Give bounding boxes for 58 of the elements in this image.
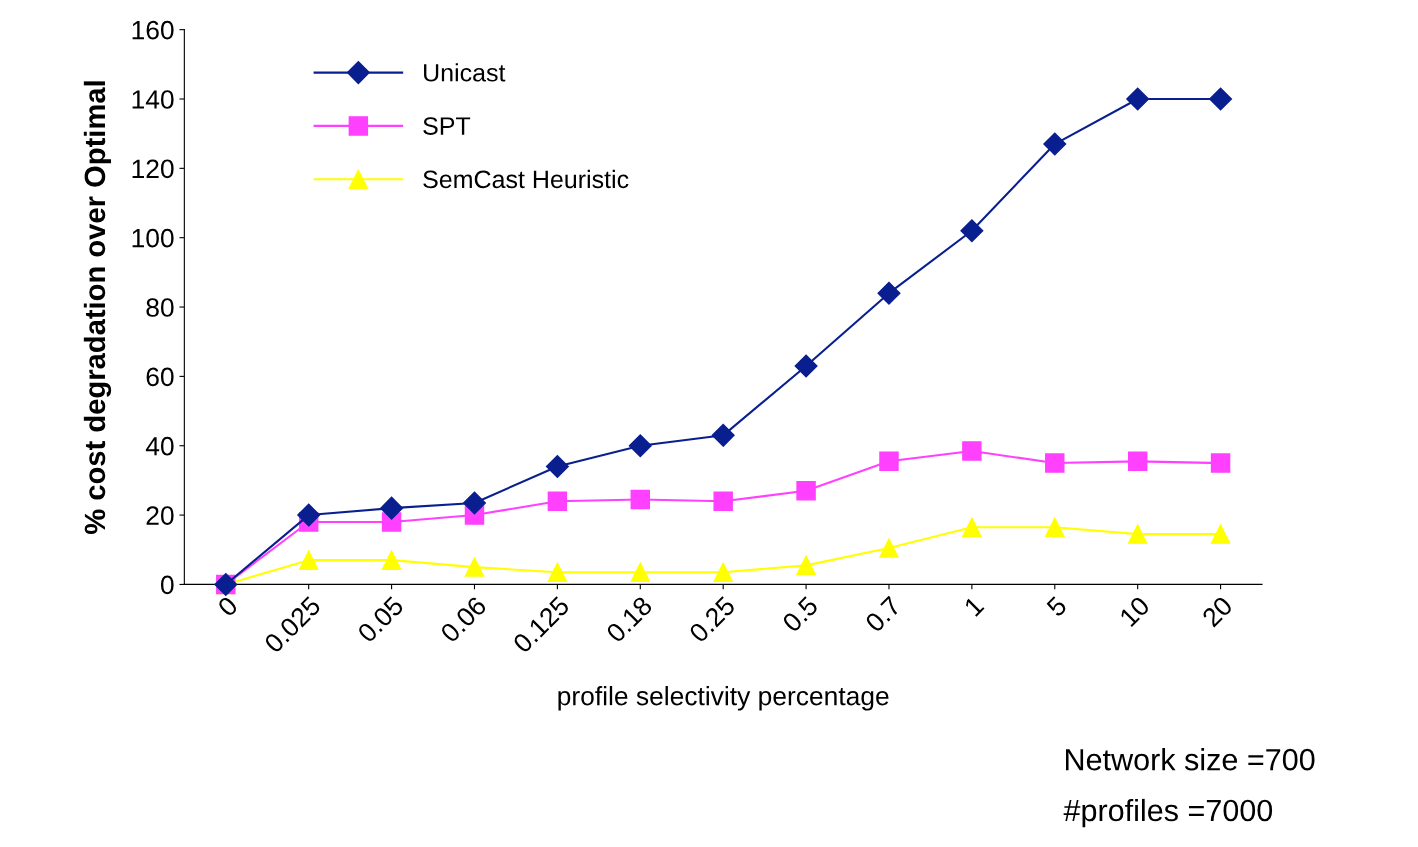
legend-label: SPT — [423, 117, 471, 135]
y-tick-label: 120 — [132, 159, 174, 179]
point — [796, 481, 816, 501]
point — [381, 550, 402, 570]
text: Network size =700 — [1066, 748, 1315, 771]
y-tick-label: 60 — [146, 367, 174, 387]
x-tick-label: 10 — [1118, 595, 1151, 628]
x-tick-label: 20 — [1201, 595, 1234, 628]
x-tick-label: 0.7 — [864, 595, 902, 634]
point — [462, 491, 486, 515]
point — [464, 557, 485, 577]
y-tick-label: 160 — [132, 20, 174, 40]
point — [1210, 524, 1231, 544]
point — [1210, 453, 1231, 473]
point — [711, 423, 735, 447]
text: #profiles =7000 — [1063, 798, 1273, 828]
point — [962, 517, 982, 537]
point — [960, 219, 984, 243]
y-tick-label: 140 — [132, 90, 174, 109]
y-tick-label: 20 — [146, 506, 174, 525]
y-tick-label: 100 — [132, 228, 174, 248]
y-tick-label: 0 — [160, 575, 174, 595]
legend-label: SemCast Heuristic — [423, 169, 629, 189]
point — [1045, 453, 1065, 473]
point — [545, 455, 569, 479]
point — [794, 354, 818, 378]
x-tick-label: 0.18 — [605, 595, 654, 644]
x-tick-label: 0 — [216, 595, 239, 618]
point — [298, 550, 319, 570]
point — [1209, 87, 1233, 111]
legend-label: Unicast — [424, 63, 506, 82]
x-tick-label: 1 — [963, 595, 985, 617]
point — [1126, 87, 1150, 111]
point — [630, 562, 651, 583]
point — [879, 538, 899, 558]
point — [962, 441, 982, 461]
point — [1127, 524, 1148, 544]
x-tick-label: 0.5 — [781, 595, 819, 634]
point — [713, 562, 733, 583]
point — [879, 451, 899, 472]
point — [628, 434, 652, 458]
x-tick-label: 0.06 — [439, 595, 488, 644]
point — [297, 503, 321, 527]
y-axis-title: % cost degradation over Optimal — [83, 81, 112, 535]
y-tick-label: 80 — [146, 298, 174, 317]
point — [547, 562, 568, 583]
point — [877, 281, 901, 305]
point — [796, 555, 816, 576]
point — [380, 496, 404, 520]
y-tick-label: 40 — [145, 436, 174, 456]
point — [1043, 132, 1067, 156]
point — [1127, 451, 1148, 472]
x-axis-title: profile selectivity percentage — [558, 686, 889, 711]
point — [713, 491, 733, 511]
point — [630, 489, 651, 510]
point — [547, 491, 568, 511]
x-tick-label: 5 — [1045, 595, 1068, 618]
point — [1045, 517, 1065, 537]
